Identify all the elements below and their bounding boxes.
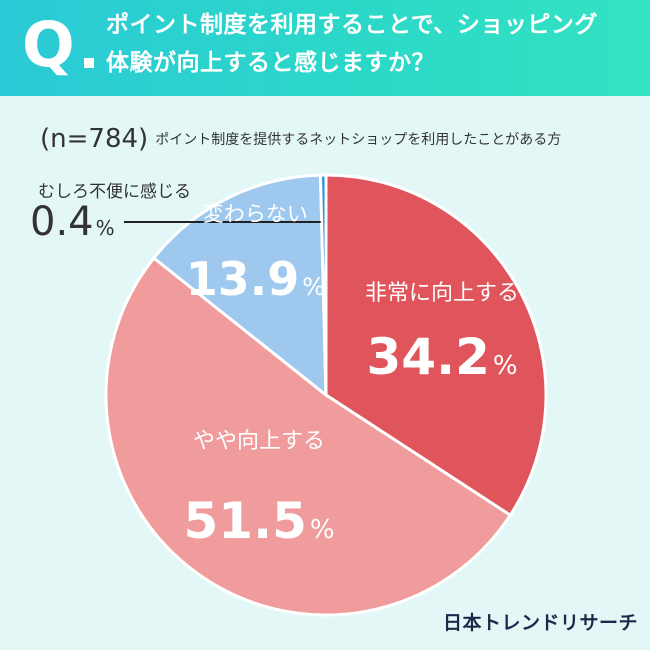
question-header: Q ポイント制度を利用することで、ショッピング 体験が向上すると感じますか？ (0, 0, 650, 96)
brand-logo: 日本トレンドリサーチ (443, 612, 639, 634)
slice-value-unit: % (493, 351, 518, 381)
slice-value-むしろ不便に感じる: 0.4% (30, 202, 115, 242)
pie-slice-むしろ不便に感じる (318, 173, 328, 396)
q-dot (84, 58, 94, 68)
sample-info: (n=784) ポイント制度を提供するネットショップを利用したことがある方 (40, 124, 561, 154)
slice-label-変わらない: 変わらない (203, 202, 308, 226)
q-mark: Q (22, 8, 75, 81)
slice-label-むしろ不便に感じる: むしろ不便に感じる (38, 182, 191, 202)
slice-label-やや向上する: やや向上する (193, 429, 325, 454)
slice-value-unit: % (302, 273, 325, 301)
slice-label-非常に向上する: 非常に向上する (365, 281, 519, 306)
pie-slice-やや向上する (104, 255, 513, 617)
question-line-1: ポイント制度を利用することで、ショッピング (106, 12, 598, 38)
pie-slice-変わらない (151, 173, 328, 399)
slice-value-number: 0.4 (30, 199, 94, 245)
question-line-2: 体験が向上すると感じますか？ (106, 50, 435, 76)
sample-size: (n=784) (40, 124, 149, 154)
slice-value-unit: % (310, 515, 335, 545)
slice-value-unit: % (95, 216, 115, 240)
sample-description: ポイント制度を提供するネットショップを利用したことがある方 (155, 132, 562, 148)
